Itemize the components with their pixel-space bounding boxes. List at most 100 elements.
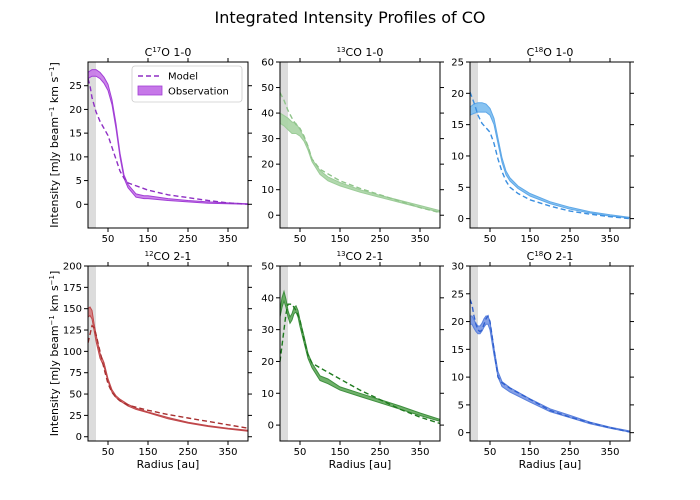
y-tick-label: 60 — [261, 58, 274, 69]
y-label-part: ] — [48, 62, 61, 66]
y-tick-label: 50 — [261, 83, 274, 94]
y-tick-label: 20 — [261, 160, 274, 171]
y-label-sup: −1 — [48, 315, 56, 325]
x-tick-label: 350 — [600, 447, 619, 458]
model-line — [470, 299, 630, 432]
plot-area — [280, 93, 440, 213]
legend-observation-label: Observation — [168, 87, 229, 98]
panel-title-sup: 13 — [337, 46, 346, 54]
y-label-sup: −1 — [48, 107, 56, 117]
y-tick-label: 20 — [451, 89, 464, 100]
panel-title-rest: CO 2-1 — [154, 250, 192, 263]
shaded-region — [470, 62, 478, 228]
panel-title: 12CO 2-1 — [145, 250, 192, 263]
model-line — [88, 326, 248, 428]
x-tick-label: 150 — [520, 234, 539, 245]
panel-4: 50 150 250 350 0 25 50 75 100 125 150 175 200 12CO 2-… — [48, 250, 252, 471]
y-tick-label: 20 — [261, 357, 274, 368]
y-tick-label: 5 — [458, 183, 464, 194]
x-tick-label: 150 — [330, 447, 349, 458]
panel-title-rest: CO 1-0 — [346, 46, 384, 59]
observation-band — [470, 316, 630, 432]
y-label-part: ] — [48, 271, 61, 275]
y-tick-label: 200 — [63, 262, 82, 273]
plot-area — [280, 292, 440, 424]
y-tick-label: 10 — [261, 185, 274, 196]
y-tick-label: 40 — [261, 109, 274, 120]
x-tick-label: 350 — [410, 234, 429, 245]
y-label-part: Intensity [mJy beam — [48, 117, 61, 228]
x-tick-label: 250 — [370, 234, 389, 245]
x-tick-label: 250 — [370, 447, 389, 458]
y-tick-label: 100 — [63, 347, 82, 358]
x-tick-label: 50 — [294, 447, 307, 458]
x-tick-label: 150 — [330, 234, 349, 245]
y-tick-label: 0 — [458, 214, 464, 225]
panel-title-sup: 13 — [337, 250, 346, 258]
x-tick-label: 250 — [178, 234, 197, 245]
shaded-region — [88, 266, 96, 441]
x-tick-label: 350 — [218, 234, 237, 245]
figure: Integrated Intensity Profiles of CO 50 15… — [0, 0, 700, 500]
x-tick-label: 350 — [600, 234, 619, 245]
x-tick-label: 50 — [102, 234, 115, 245]
x-tick-label: 250 — [560, 234, 579, 245]
y-tick-label: 15 — [451, 345, 464, 356]
panel-5: 50 150 250 350 0 10 20 30 40 50 13CO 2-1 Radius [au… — [261, 250, 444, 471]
y-tick-label: 0 — [268, 211, 274, 222]
panel-1: 50 150 250 350 0 5 10 15 20 25 C17O 1-0 Intensity [… — [48, 46, 252, 245]
panel-title-sup: 12 — [145, 250, 154, 258]
x-tick-label: 150 — [138, 447, 157, 458]
observation-band — [470, 103, 630, 218]
y-tick-label: 50 — [69, 390, 82, 401]
y-tick-label: 0 — [268, 421, 274, 432]
y-tick-label: 10 — [451, 373, 464, 384]
x-tick-label: 50 — [102, 447, 115, 458]
model-line — [280, 304, 440, 423]
x-tick-label: 50 — [484, 234, 497, 245]
y-tick-label: 5 — [458, 400, 464, 411]
y-tick-label: 20 — [451, 317, 464, 328]
y-tick-label: 10 — [261, 389, 274, 400]
panel-title: C17O 1-0 — [145, 46, 192, 59]
x-tick-label: 350 — [410, 447, 429, 458]
panel-2: 50 150 250 350 0 10 20 30 40 50 60 13CO 1-0 — [261, 46, 444, 245]
figure-title: Integrated Intensity Profiles of CO — [214, 8, 485, 27]
y-axis-label: Intensity [mJy beam−1 km s−1] — [48, 62, 61, 228]
observation-band — [280, 113, 440, 212]
panel-title-rest: O 1-0 — [161, 46, 191, 59]
y-tick-label: 30 — [261, 325, 274, 336]
x-axis-label: Radius [au] — [329, 458, 392, 471]
plot-area — [470, 299, 630, 432]
y-tick-label: 25 — [69, 81, 82, 92]
y-tick-label: 175 — [63, 283, 82, 294]
y-tick-label: 15 — [451, 120, 464, 131]
plot-area — [470, 92, 630, 219]
y-tick-label: 40 — [261, 293, 274, 304]
y-axis-label: Intensity [mJy beam−1 km s−1] — [48, 271, 61, 437]
x-axis-label: Radius [au] — [137, 458, 200, 471]
panel-title-rest: CO 2-1 — [346, 250, 384, 263]
panel-6: 50 150 250 350 0 5 10 15 20 25 30 C18O 2-1 Radius [a… — [451, 250, 634, 471]
x-tick-label: 150 — [520, 447, 539, 458]
shaded-region — [88, 62, 96, 228]
x-tick-label: 250 — [560, 447, 579, 458]
y-tick-label: 30 — [261, 134, 274, 145]
shaded-region — [470, 266, 478, 441]
legend-observation-swatch — [138, 86, 162, 95]
observation-band — [88, 307, 248, 431]
panel-frame — [88, 266, 248, 441]
y-tick-label: 30 — [451, 262, 464, 273]
shaded-region — [280, 62, 288, 228]
y-label-part: km s — [48, 77, 61, 107]
y-tick-label: 150 — [63, 304, 82, 315]
y-tick-label: 0 — [76, 200, 82, 211]
y-tick-label: 10 — [451, 151, 464, 162]
panel-title: C18O 1-0 — [527, 46, 574, 59]
legend-model-label: Model — [168, 72, 198, 83]
y-label-sup: −1 — [48, 66, 56, 76]
x-tick-label: 50 — [484, 447, 497, 458]
y-label-part: km s — [48, 285, 61, 315]
x-tick-label: 50 — [294, 234, 307, 245]
y-tick-label: 25 — [451, 58, 464, 69]
